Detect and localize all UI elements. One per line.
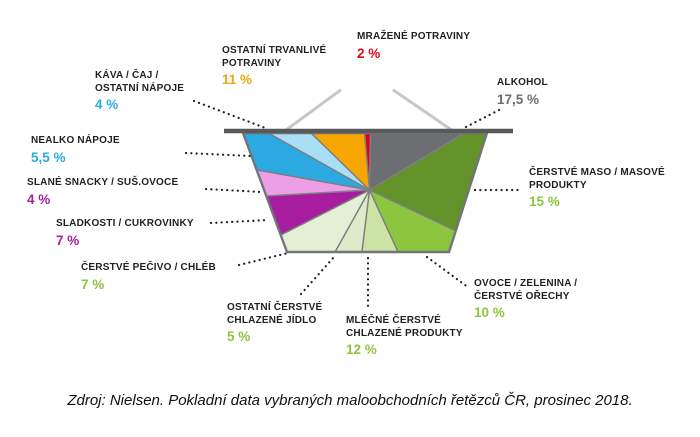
label-nealko-napoje: NEALKO NÁPOJE 5,5 % [31, 135, 120, 165]
label-line: SLANÉ SNACKY / SUŠ.OVOCE [27, 177, 179, 188]
label-pct: 7 % [81, 276, 105, 292]
label-pct: 12 % [346, 342, 377, 357]
label-pct: 15 % [529, 194, 560, 209]
label-pct: 11 % [222, 72, 253, 87]
label-cerstve-pecivo: ČERSTVÉ PEČIVO / CHLÉB 7 % [81, 262, 216, 292]
leader-line-pecivo [237, 251, 290, 267]
label-mlecne-cerstve: MLÉČNÉ ČERSTVÉ CHLAZENÉ PRODUKTY 12 % [346, 315, 463, 357]
label-line: ČERSTVÉ PEČIVO / CHLÉB [81, 262, 216, 273]
label-slane-snacky: SLANÉ SNACKY / SUŠ.OVOCE 4 % [27, 177, 178, 207]
label-line: CHLAZENÉ PRODUKTY [346, 327, 463, 339]
leader-line-ovoce [425, 255, 471, 290]
leader-line-sladkosti [209, 218, 270, 225]
label-pct: 5 % [227, 329, 251, 344]
basket-handle-line [280, 89, 342, 135]
label-line: MRAŽENÉ POTRAVINY [357, 31, 471, 42]
label-pct: 10 % [474, 305, 505, 320]
label-pct: 2 % [357, 45, 381, 61]
label-line: SLADKOSTI / CUKROVINKY [56, 218, 194, 229]
label-line: MLÉČNÉ ČERSTVÉ [346, 315, 442, 326]
label-line: PRODUKTY [529, 179, 587, 191]
label-line: OSTATNÍ TRVANLIVÉ [222, 45, 327, 56]
basket-handle-line [392, 89, 458, 135]
label-pct: 5,5 % [31, 149, 66, 165]
slice-slane [243, 133, 370, 214]
label-pct: 4 % [27, 191, 51, 207]
source-caption: Zdroj: Nielsen. Pokladní data vybraných … [67, 392, 633, 409]
leader-line-chlazene [299, 255, 336, 296]
label-pct: 4 % [95, 97, 119, 112]
label-kava-caj: KÁVA / ČAJ / OSTATNÍ NÁPOJE 4 % [95, 70, 184, 112]
label-pct: 17,5 % [497, 91, 540, 107]
label-ostatni-chlazene: OSTATNÍ ČERSTVÉ CHLAZENÉ JÍDLO 5 % [227, 302, 322, 344]
label-cerstve-maso: ČERSTVÉ MASO / MASOVÉ PRODUKTY 15 % [529, 167, 665, 209]
label-ostatni-trvanlive: OSTATNÍ TRVANLIVÉ POTRAVINY 11 % [222, 45, 326, 87]
label-line: NEALKO NÁPOJE [31, 135, 120, 146]
label-alkohol: ALKOHOL 17,5 % [497, 77, 548, 107]
label-sladkosti: SLADKOSTI / CUKROVINKY 7 % [56, 218, 194, 248]
label-line: OSTATNÍ NÁPOJE [95, 82, 185, 94]
label-line: ČERSTVÉ OŘECHY [474, 290, 570, 302]
label-line: ČERSTVÉ MASO / MASOVÉ [529, 167, 665, 178]
leader-line-alkohol [464, 107, 503, 129]
label-line: OSTATNÍ ČERSTVÉ [227, 302, 323, 313]
leader-line-kava [192, 99, 270, 131]
label-line: ALKOHOL [497, 77, 548, 88]
label-mrazene-potraviny: MRAŽENÉ POTRAVINY 2 % [357, 31, 470, 61]
label-line: OVOCE / ZELENINA / [474, 278, 578, 289]
leader-line-slane [204, 187, 263, 194]
label-pct: 7 % [56, 232, 80, 248]
label-ovoce-zelenina: OVOCE / ZELENINA / ČERSTVÉ OŘECHY 10 % [474, 278, 577, 320]
label-line: POTRAVINY [222, 57, 282, 69]
slice-nealko [243, 133, 370, 191]
leader-line-nealko [184, 151, 253, 158]
label-line: KÁVA / ČAJ / [95, 70, 159, 81]
label-line: CHLAZENÉ JÍDLO [227, 314, 317, 326]
